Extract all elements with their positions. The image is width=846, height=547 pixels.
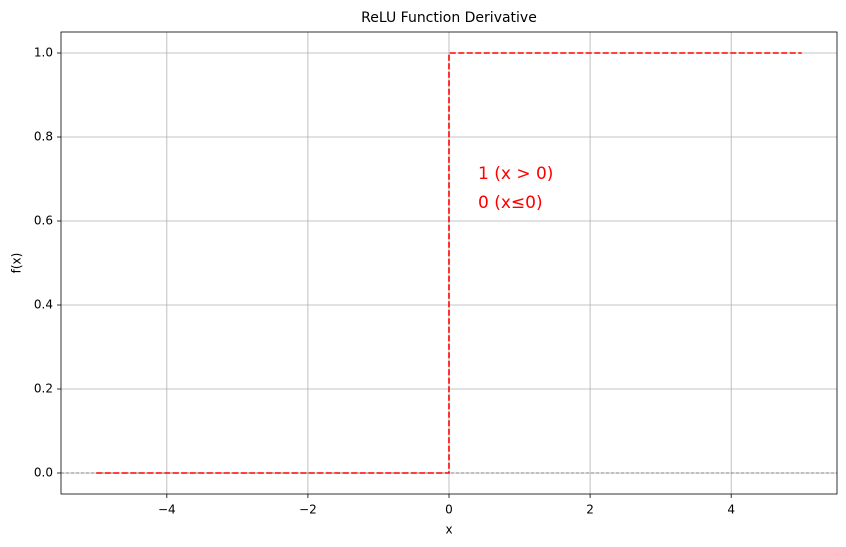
x-tick-label: 0	[445, 503, 453, 517]
y-axis-label: f(x)	[10, 253, 24, 274]
data-line	[96, 52, 802, 474]
x-tick-label: 2	[586, 503, 594, 517]
annotation: 0 (x≤0)	[478, 193, 543, 213]
x-axis-label: x	[445, 523, 452, 537]
y-tick-label: 0.2	[34, 382, 53, 396]
y-tick-label: 0.6	[34, 214, 53, 228]
y-tick-label: 0.8	[34, 130, 53, 144]
chart-title: ReLU Function Derivative	[361, 10, 537, 26]
y-tick-label: 0.4	[34, 298, 53, 312]
x-tick-label: −4	[158, 503, 176, 517]
plot-frame	[60, 31, 838, 495]
y-tick-label: 0.0	[34, 466, 53, 480]
x-tick-label: −2	[299, 503, 317, 517]
x-tick-label: 4	[727, 503, 735, 517]
y-tick-label: 1.0	[34, 46, 53, 60]
annotation: 1 (x > 0)	[478, 164, 553, 184]
